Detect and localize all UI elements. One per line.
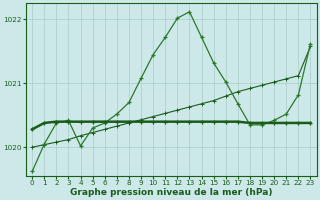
X-axis label: Graphe pression niveau de la mer (hPa): Graphe pression niveau de la mer (hPa) [70,188,273,197]
